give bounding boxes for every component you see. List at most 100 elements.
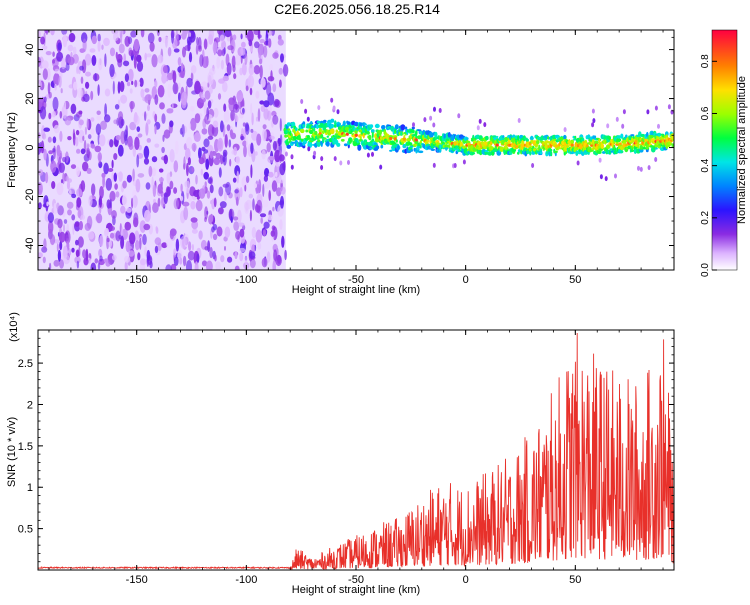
noise-blob [124,134,128,146]
noise-blob [109,232,115,239]
noise-blob [274,171,278,178]
noise-blob [185,180,191,194]
signal-blob [501,137,505,140]
noise-blob [238,222,245,227]
signal-fringe-blob [320,156,324,162]
noise-blob [273,249,277,262]
noise-blob [181,91,188,106]
signal-fringe-blob [371,151,374,157]
signal-fringe-blob [438,108,442,113]
noise-blob [263,100,270,108]
noise-blob [154,125,157,135]
signal-fringe-blob [423,117,427,123]
signal-fringe-blob [670,109,674,115]
signal-blob [374,123,380,129]
noise-blob [232,64,236,73]
noise-blob [151,54,158,68]
noise-blob [111,254,117,261]
noise-blob [144,88,150,93]
noise-blob [139,77,144,88]
noise-blob [62,224,66,233]
noise-blob [76,197,82,208]
noise-blob [200,168,203,176]
noise-blob [53,72,60,86]
noise-blob [185,148,191,160]
noise-blob [126,207,132,213]
noise-blob [116,172,123,178]
noise-blob [191,244,194,251]
signal-blob [642,146,646,150]
noise-blob [272,260,276,270]
noise-blob [243,145,247,158]
noise-blob [53,202,58,215]
noise-blob [43,127,50,132]
signal-blob [496,135,499,138]
snr-axes: -150 -100 -50 0 50 0.5 1 1.5 2 2.5 [18,330,674,586]
signal-blob [350,138,353,143]
noise-blob [203,171,209,180]
noise-blob [136,154,140,168]
noise-blob [219,201,227,209]
signal-blob [415,130,418,136]
noise-blob [38,252,43,258]
signal-blob [654,147,658,150]
noise-blob [232,103,240,113]
noise-blob [134,136,140,150]
signal-peak [354,133,358,137]
noise-blob [157,197,161,207]
noise-blob [86,118,89,130]
noise-blob [250,164,253,179]
noise-blob [75,136,79,147]
signal-blob [459,141,463,148]
signal-fringe-blob [646,109,650,115]
noise-blob [98,134,106,147]
noise-blob [204,181,207,188]
signal-blob [326,135,329,138]
signal-blob [291,141,296,144]
noise-blob [190,200,196,210]
noise-blob [245,123,250,136]
noise-blob [220,59,224,70]
signal-blob [359,122,363,127]
noise-blob [161,113,166,124]
noise-blob [218,186,224,197]
noise-blob [134,79,138,88]
noise-blob [154,80,158,88]
noise-blob [186,260,192,270]
signal-blob [342,120,346,127]
noise-blob [59,111,63,119]
noise-blob [253,65,261,75]
noise-blob [129,88,133,94]
signal-blob [458,149,462,152]
noise-blob [199,54,204,67]
noise-blob [229,158,232,167]
noise-blob [114,104,120,110]
noise-blob [234,189,239,194]
noise-blob [135,240,140,251]
noise-blob [175,238,180,252]
noise-blob [42,133,47,140]
noise-blob [170,263,177,270]
noise-blob [272,243,278,253]
signal-blob [400,124,406,131]
noise-blob [51,111,56,118]
noise-blob [103,258,109,263]
noise-blob [190,65,197,74]
noise-blob [233,146,238,156]
noise-blob [197,37,202,50]
noise-blob [260,217,264,224]
noise-blob [85,248,89,262]
noise-blob [196,253,200,263]
noise-blob [236,90,244,103]
noise-blob [251,226,257,239]
noise-blob [256,199,263,214]
noise-blob [90,143,96,149]
signal-peak [570,143,574,147]
noise-blob [217,93,222,100]
noise-blob [262,229,266,237]
signal-fringe-blob [622,109,626,115]
noise-blob [157,54,164,64]
noise-blob [109,139,114,148]
noise-blob [99,255,103,262]
noise-blob [102,174,105,188]
